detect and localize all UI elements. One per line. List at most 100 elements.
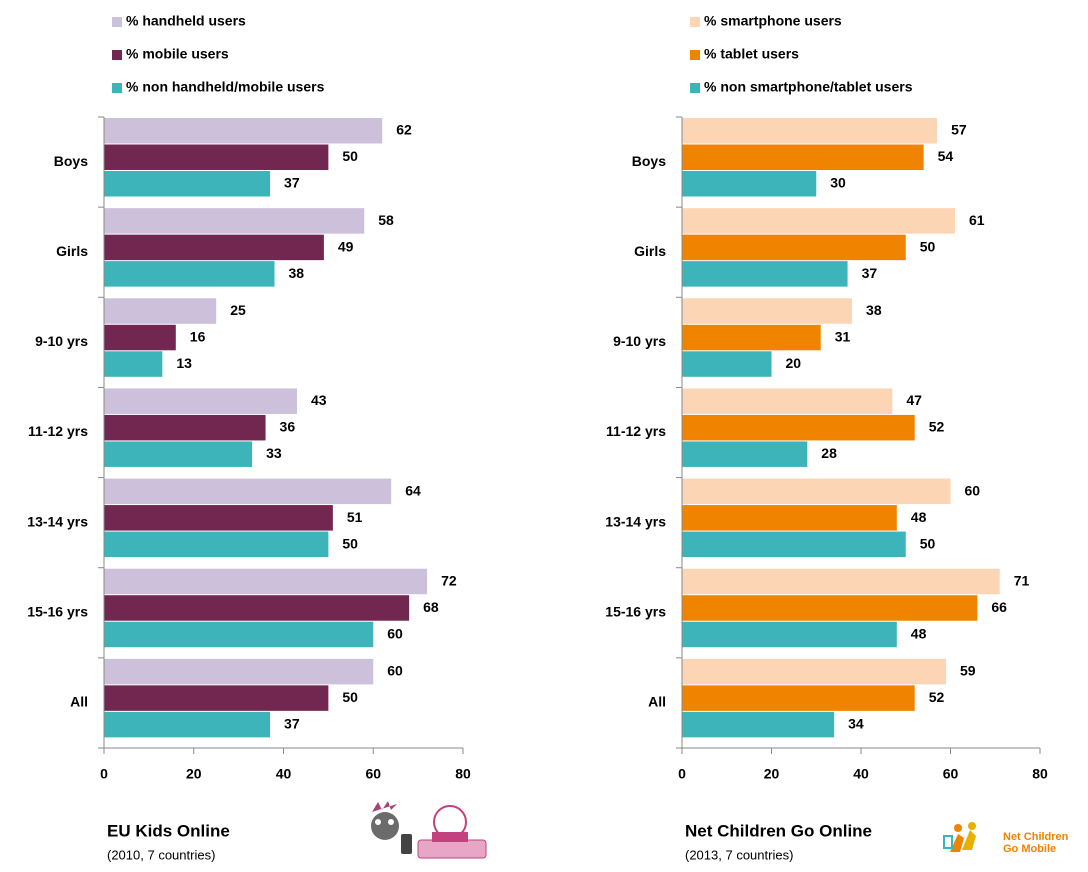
bar (104, 505, 333, 531)
value-label: 48 (911, 509, 927, 525)
value-label: 52 (929, 419, 945, 435)
bar (104, 595, 410, 621)
bar (104, 234, 324, 261)
y-tick-label: 13-14 yrs (605, 513, 666, 529)
bar (104, 568, 428, 595)
value-label: 20 (786, 355, 802, 371)
y-tick-label: All (70, 694, 88, 710)
legend-label: % non smartphone/tablet users (704, 79, 913, 95)
value-label: 54 (938, 148, 954, 164)
bar (682, 478, 951, 505)
value-label: 47 (906, 392, 922, 408)
value-label: 60 (387, 625, 403, 641)
bar (682, 441, 808, 467)
y-tick-label: 9-10 yrs (613, 333, 666, 349)
value-label: 68 (423, 599, 439, 615)
bar (682, 685, 915, 711)
bar (104, 441, 253, 467)
value-label: 38 (289, 265, 305, 281)
bar (682, 568, 1000, 595)
value-label: 64 (405, 482, 421, 498)
value-label: 34 (848, 716, 864, 732)
left-logo (371, 801, 487, 859)
legend-swatch (112, 83, 122, 93)
bar (104, 621, 374, 648)
value-label: 36 (280, 419, 296, 435)
bar (104, 171, 271, 197)
bar (682, 208, 955, 234)
chart-subtitle: (2010, 7 countries) (107, 847, 215, 862)
bar (104, 118, 383, 144)
legend-label: % mobile users (126, 46, 229, 62)
legend-swatch (112, 17, 122, 27)
chart-title: EU Kids Online (107, 821, 230, 840)
bar (682, 171, 817, 197)
value-label: 28 (821, 445, 837, 461)
value-label: 52 (929, 689, 945, 705)
bar (104, 298, 217, 324)
bar (104, 685, 329, 711)
legend-label: % handheld users (126, 13, 246, 29)
value-label: 33 (266, 445, 282, 461)
bar (682, 531, 906, 558)
legend-swatch (690, 83, 700, 93)
bar (682, 711, 835, 738)
x-tick-label: 20 (186, 766, 202, 782)
bar (682, 505, 897, 531)
logo-text: Net Children (1003, 831, 1069, 843)
bar (682, 234, 906, 261)
legend-swatch (690, 17, 700, 27)
y-tick-label: 13-14 yrs (27, 513, 88, 529)
value-label: 62 (396, 122, 412, 138)
value-label: 50 (920, 535, 936, 551)
bar (682, 144, 924, 170)
y-tick-label: Girls (634, 243, 666, 259)
value-label: 61 (969, 212, 985, 228)
chart-subtitle: (2013, 7 countries) (685, 847, 793, 862)
value-label: 50 (342, 535, 358, 551)
value-label: 60 (965, 482, 981, 498)
bar (682, 298, 853, 324)
value-label: 31 (835, 328, 851, 344)
bar (682, 414, 915, 441)
value-label: 58 (378, 212, 394, 228)
right-logo (943, 822, 976, 852)
x-tick-label: 40 (276, 766, 292, 782)
legend-swatch (112, 50, 122, 60)
value-label: 38 (866, 302, 882, 318)
legend-label: % non handheld/mobile users (126, 79, 325, 95)
value-label: 25 (230, 302, 246, 318)
bar (682, 324, 821, 351)
value-label: 49 (338, 238, 354, 254)
bar (682, 595, 978, 621)
bar (682, 621, 897, 648)
x-tick-label: 80 (455, 766, 471, 782)
value-label: 51 (347, 509, 363, 525)
value-label: 30 (830, 175, 846, 191)
chart-title: Net Children Go Online (685, 821, 872, 840)
y-tick-label: 15-16 yrs (27, 603, 88, 619)
value-label: 48 (911, 625, 927, 641)
value-label: 16 (190, 328, 206, 344)
value-label: 71 (1014, 572, 1030, 588)
x-tick-label: 0 (678, 766, 686, 782)
value-label: 60 (387, 663, 403, 679)
value-label: 57 (951, 122, 967, 138)
value-label: 72 (441, 572, 457, 588)
bar (104, 414, 266, 441)
bar (104, 658, 374, 685)
bar (104, 351, 163, 377)
bar (104, 711, 271, 738)
value-label: 50 (920, 238, 936, 254)
value-label: 50 (342, 689, 358, 705)
value-label: 50 (342, 148, 358, 164)
bar (682, 388, 893, 414)
value-label: 59 (960, 663, 976, 679)
bar (104, 478, 392, 505)
value-label: 37 (284, 175, 300, 191)
bar (682, 351, 772, 377)
value-label: 66 (991, 599, 1007, 615)
bar (104, 144, 329, 170)
bar (104, 208, 365, 234)
